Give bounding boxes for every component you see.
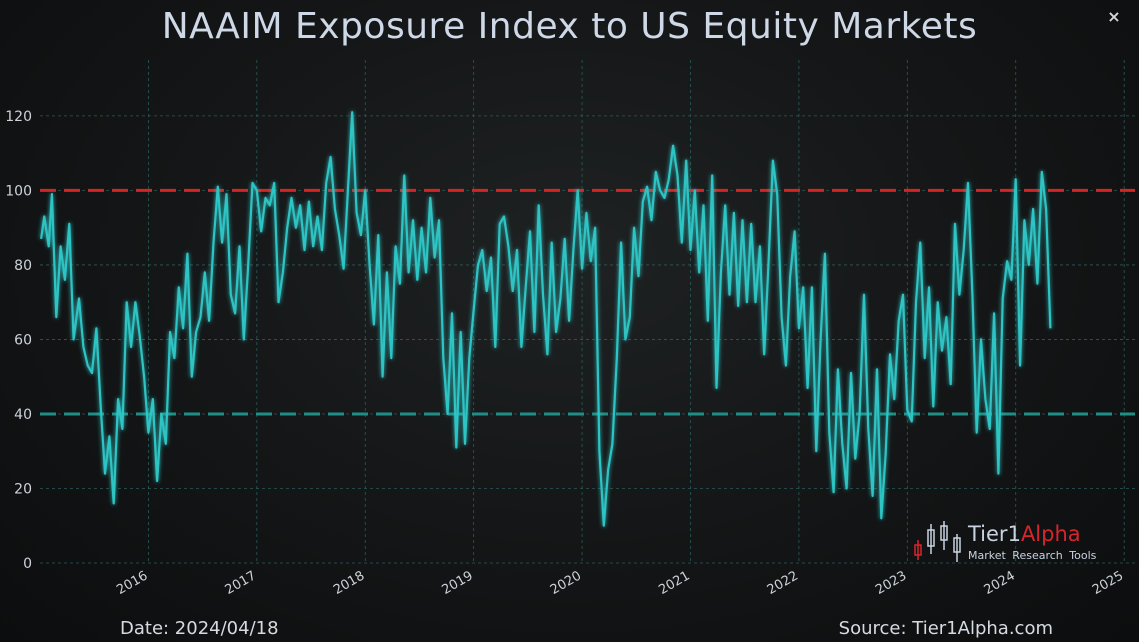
series-layer (40, 111, 1052, 527)
candlestick-logo-icon (914, 521, 961, 562)
grid (40, 60, 1135, 564)
logo-brand-accent: Alpha (1020, 522, 1081, 546)
x-tick-label: 2024 (982, 568, 1018, 598)
y-tick-label: 0 (23, 556, 32, 572)
y-tick-label: 20 (14, 481, 32, 497)
footer-date: Date: 2024/04/18 (120, 618, 279, 639)
x-tick-label: 2020 (548, 568, 584, 598)
y-tick-label: 40 (14, 407, 32, 423)
x-tick-label: 2025 (1090, 568, 1126, 598)
logo-tagline: Market Research Tools (968, 549, 1097, 562)
series-line (40, 111, 1052, 527)
x-tick-label: 2016 (114, 568, 150, 598)
chart-title: NAAIM Exposure Index to US Equity Market… (161, 6, 978, 47)
footer-source: Source: Tier1Alpha.com (838, 618, 1053, 639)
brand-logo: Tier1Alpha Market Research Tools (912, 520, 1112, 564)
reference-lines (40, 188, 1135, 416)
y-tick-label: 60 (14, 332, 32, 348)
x-tick-label: 2017 (223, 568, 259, 598)
x-axis: 2016 2017 2018 2019 2020 2021 2022 2023 2024 2025 (114, 568, 1126, 598)
y-tick-label: 80 (14, 258, 32, 274)
y-axis: 0 20 40 60 80 100 120 (5, 109, 32, 572)
logo-brand-text: Tier1 (968, 522, 1021, 546)
x-tick-label: 2023 (873, 568, 909, 598)
x-tick-label: 2019 (440, 568, 476, 598)
y-tick-label: 100 (5, 183, 32, 199)
y-tick-label: 120 (5, 109, 32, 125)
close-icon[interactable]: × (1107, 7, 1121, 26)
x-tick-label: 2022 (765, 568, 801, 598)
x-tick-label: 2021 (656, 568, 692, 598)
x-tick-label: 2018 (331, 568, 367, 598)
